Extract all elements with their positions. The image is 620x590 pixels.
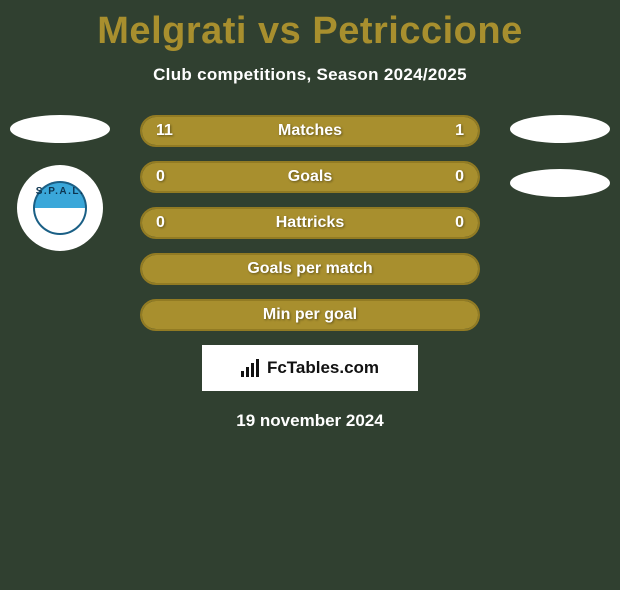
stat-label: Min per goal bbox=[142, 301, 478, 329]
comparison-title: Melgrati vs Petriccione bbox=[0, 10, 620, 53]
stat-bars-container: 111Matches 00Goals 00Hattricks Goals per ma… bbox=[140, 115, 480, 331]
watermark-text: FcTables.com bbox=[267, 358, 379, 378]
stat-label: Hattricks bbox=[142, 209, 478, 237]
stat-label: Goals per match bbox=[142, 255, 478, 283]
stat-row: 00Hattricks bbox=[140, 207, 480, 239]
badge-bottom-half bbox=[33, 208, 87, 235]
right-player-photo-placeholder bbox=[510, 115, 610, 143]
watermark: FcTables.com bbox=[202, 345, 418, 391]
chart-icon bbox=[241, 359, 261, 377]
stat-label: Matches bbox=[142, 117, 478, 145]
left-player-column: S.P.A.L. bbox=[0, 115, 120, 251]
stat-row: 00Goals bbox=[140, 161, 480, 193]
stat-row: Goals per match bbox=[140, 253, 480, 285]
badge-letters: S.P.A.L. bbox=[17, 186, 103, 197]
right-club-badge-placeholder bbox=[510, 169, 610, 197]
comparison-subtitle: Club competitions, Season 2024/2025 bbox=[0, 65, 620, 85]
comparison-content: S.P.A.L. 111Matches 00Goals 00Hattricks Goa… bbox=[0, 115, 620, 431]
stat-label: Goals bbox=[142, 163, 478, 191]
left-player-photo-placeholder bbox=[10, 115, 110, 143]
right-player-column bbox=[500, 115, 620, 197]
snapshot-date: 19 november 2024 bbox=[0, 411, 620, 431]
stat-row: 111Matches bbox=[140, 115, 480, 147]
left-club-badge: S.P.A.L. bbox=[17, 165, 103, 251]
stat-row: Min per goal bbox=[140, 299, 480, 331]
